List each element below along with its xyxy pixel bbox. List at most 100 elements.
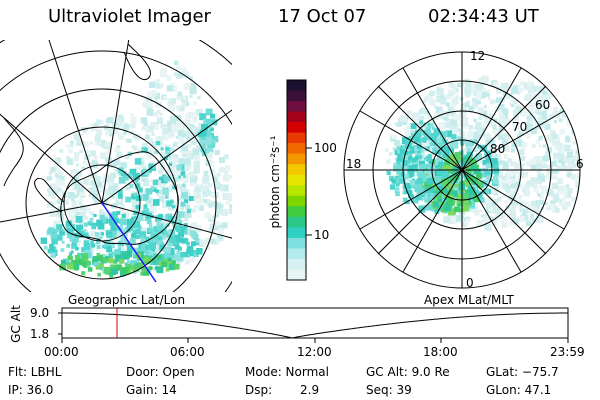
aurora-pixel [156,266,163,273]
aurora-pixel [191,222,197,229]
aurora-pixel [161,124,166,130]
aurora-pixel [487,148,494,155]
aurora-pixel [404,182,412,190]
aurora-pixel [196,197,204,205]
aurora-pixel [207,141,215,149]
colorbar-tick-10: 10 [314,228,330,242]
aurora-pixel [505,94,510,100]
aurora-pixel [458,189,465,196]
aurora-pixel [162,95,167,100]
aurora-pixel [533,156,541,164]
aurora-pixel [95,240,100,245]
aurora-pixel [88,267,93,272]
lat-circles [0,40,232,292]
aurora-pixel [569,149,575,154]
aurora-pixel [417,150,421,154]
aurora-pixel [221,209,229,216]
aurora-pixel [167,120,172,126]
aurora-pixel [438,161,444,167]
aurora-pixel [437,197,443,203]
aurora-pixel [517,87,524,93]
aurora-pixel [123,123,130,130]
aurora-pixel [445,102,451,107]
aurora-pixel [551,137,556,142]
aurora-pixel [456,136,461,141]
aurora-pixel [565,191,572,199]
ip-info: IP: 36.0 [8,383,54,397]
aurora-pixel [112,160,118,166]
aurora-pixel [454,152,461,158]
aurora-pixel [470,84,477,92]
aurora-pixel [120,136,124,140]
aurora-pixel [215,181,221,187]
aurora-pixel [559,108,564,113]
aurora-pixel [75,258,83,266]
aurora-pixel [95,199,100,204]
aurora-pixel [165,195,169,199]
aurora-pixel [538,91,545,98]
aurora-pixel [450,175,456,181]
aurora-pixel [178,194,184,199]
aurora-pixel [161,234,166,240]
aurora-pixel [410,132,416,138]
aurora-pixel [519,80,526,87]
aurora-pixel [449,142,453,146]
aurora-pixel [211,135,219,143]
aurora-pixel [67,263,74,270]
aurora-pixel [403,163,409,169]
aurora-pixel [68,255,73,261]
aurora-pixel [233,182,240,189]
aurora-pixel [484,213,488,217]
aurora-pixel [108,181,113,186]
aurora-pixel [422,148,426,152]
aurora-pixel [394,122,398,126]
aurora-pixel [522,214,528,221]
aurora-pixel [533,188,538,192]
aurora-pixel [412,164,417,170]
aurora-pixel [549,114,555,120]
aurora-pixel [486,196,494,204]
aurora-pixel [72,242,77,247]
aurora-pixel [448,209,455,216]
aurora-pixel [572,173,580,181]
aurora-pixel [208,160,215,167]
aurora-pixel [518,130,524,136]
aurora-pixel [113,169,117,173]
aurora-pixel [591,148,595,152]
aurora-pixel [138,156,145,163]
aurora-pixel [433,105,437,109]
aurora-pixel [137,262,143,267]
aurora-pixel [148,266,153,270]
aurora-pixel [396,186,400,190]
aurora-pixel [114,147,120,153]
aurora-pixel [181,192,188,199]
aurora-pixel [465,175,473,182]
aurora-pixel [169,236,176,244]
aurora-pixel [386,159,391,164]
aurora-pixel [144,257,149,262]
aurora-pixel [118,172,122,177]
aurora-pixel [562,195,567,200]
aurora-pixel [127,269,132,274]
aurora-pixel [403,154,410,160]
aurora-pixel [111,185,118,192]
aurora-pixel [145,197,152,204]
aurora-pixel [499,96,505,102]
aurora-pixel [425,114,431,120]
aurora-pixel [475,121,482,129]
aurora-pixel [84,222,88,227]
aurora-pixel [497,134,503,140]
aurora-pixel [463,156,469,162]
aurora-pixel [196,95,201,100]
aurora-pixel [410,146,416,151]
aurora-pixel [405,151,412,157]
filter-info: Flt: LBHL [8,365,62,379]
aurora-pixel [59,231,63,235]
aurora-pixel [159,83,164,88]
aurora-pixel [170,85,178,92]
aurora-pixel [517,197,523,202]
aurora-pixel [183,71,189,77]
aurora-pixel [50,232,58,239]
aurora-pixel [48,172,52,176]
aurora-pixel [468,124,474,130]
